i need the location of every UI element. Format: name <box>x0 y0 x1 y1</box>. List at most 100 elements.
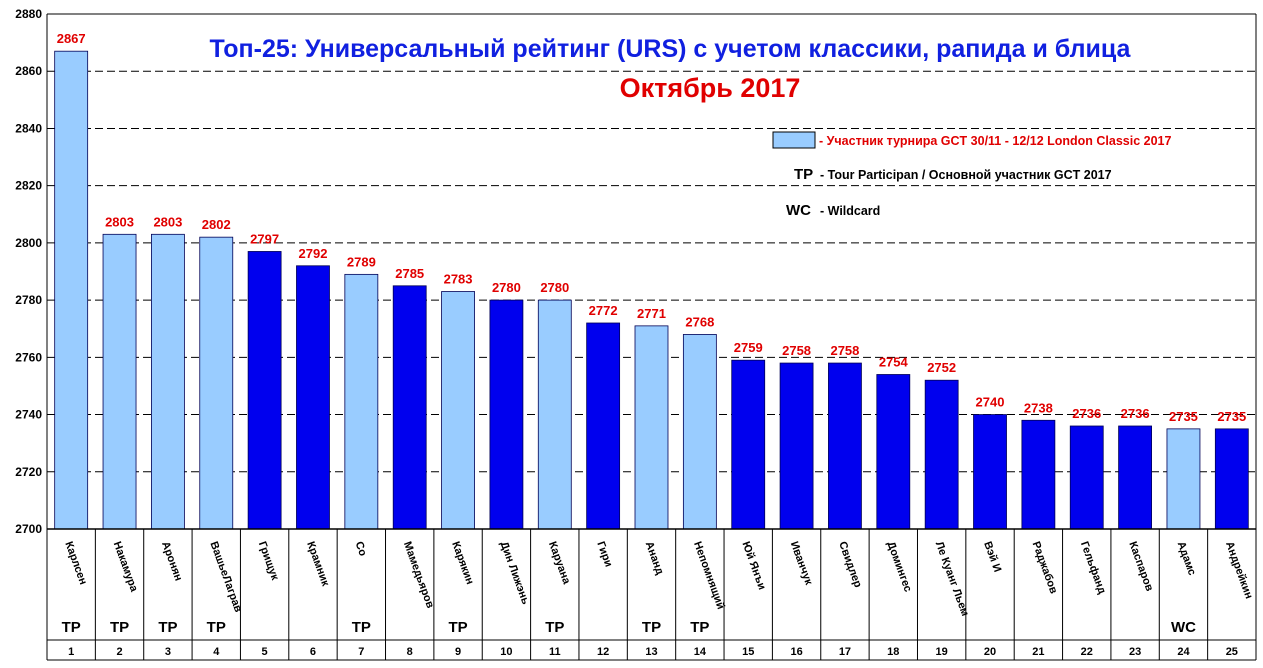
x-tick-label: Аронян <box>159 540 184 583</box>
bar <box>876 374 911 530</box>
bar <box>779 362 814 530</box>
rank-number: 16 <box>790 646 802 658</box>
rank-number: 15 <box>742 646 754 658</box>
rank-number: 18 <box>887 646 899 658</box>
value-label: 2768 <box>685 314 714 329</box>
x-tick-label: Юй Янъи <box>739 540 768 592</box>
bar <box>489 299 524 530</box>
x-tick-label: Накамура <box>111 540 141 594</box>
bar <box>682 334 717 530</box>
status-tag: TP <box>207 619 226 636</box>
x-tick-label: Карлсен <box>62 540 89 587</box>
rank-number: 20 <box>984 646 996 658</box>
rank-number: 5 <box>262 646 268 658</box>
y-tick-labels: 2700 2720 2740 2760 2780 2800 2820 2840 2860 2880 <box>15 7 42 536</box>
x-tick-label: Свидлер <box>836 540 864 590</box>
value-label: 2736 <box>1072 406 1101 421</box>
rank-number: 11 <box>549 646 561 658</box>
value-label: 2754 <box>879 355 909 370</box>
x-tick-label: Со <box>353 540 369 558</box>
value-label: 2780 <box>492 280 521 295</box>
rank-number: 7 <box>358 646 364 658</box>
rank-number: 2 <box>116 646 122 658</box>
value-label: 2803 <box>105 214 134 229</box>
value-label: 2867 <box>57 31 86 46</box>
x-tick-label: Гельфанд <box>1078 540 1108 596</box>
rank-number: 24 <box>1177 646 1190 658</box>
legend-wc-text: - Wildcard <box>820 204 880 218</box>
value-label: 2789 <box>347 254 376 269</box>
value-label: 2803 <box>153 214 182 229</box>
bar <box>1214 428 1249 530</box>
status-tag: TP <box>110 619 129 636</box>
x-tick-label: Непомнящий <box>691 540 727 611</box>
value-label: 2785 <box>395 266 424 281</box>
value-label: 2736 <box>1121 406 1150 421</box>
status-tag: TP <box>690 619 709 636</box>
status-tag: TP <box>62 619 81 636</box>
bar <box>828 362 862 530</box>
x-tick-label: Адамс <box>1175 540 1198 577</box>
rank-number: 10 <box>500 646 512 658</box>
value-label: 2771 <box>637 306 666 321</box>
legend: - Участник турнира GCT 30/11 - 12/12 Lon… <box>772 131 1172 219</box>
bar <box>537 299 572 530</box>
value-label: 2783 <box>444 272 473 287</box>
rank-number: 17 <box>839 646 851 658</box>
value-labels: 2867 2803 2803 2802 2797 2792 2789 2785 2783 2780… <box>57 31 1247 424</box>
bar <box>441 291 475 530</box>
value-label: 2740 <box>976 395 1005 410</box>
value-label: 2758 <box>782 343 811 358</box>
bar <box>1166 428 1201 530</box>
y-tick-label: 2760 <box>15 350 42 364</box>
rank-number: 9 <box>455 646 461 658</box>
status-tag: TP <box>642 619 661 636</box>
value-label: 2738 <box>1024 400 1053 415</box>
y-tick-label: 2820 <box>15 179 42 193</box>
status-tag: TP <box>448 619 467 636</box>
legend-london-label: - Участник турнира GCT 30/11 - 12/12 Lon… <box>819 134 1172 148</box>
value-label: 2759 <box>734 340 763 355</box>
value-label: 2792 <box>299 246 328 261</box>
chart-subtitle: Октябрь 2017 <box>620 73 801 103</box>
value-label: 2802 <box>202 217 231 232</box>
x-tick-label: Ле Куанг Льем <box>933 540 971 618</box>
bar <box>1118 425 1152 530</box>
bar <box>731 359 766 530</box>
legend-wc-key: WC <box>786 202 811 219</box>
status-tag: TP <box>352 619 371 636</box>
bar <box>1069 425 1104 530</box>
x-tick-label: Дин Лижэнь <box>498 540 532 606</box>
value-label: 2758 <box>830 343 859 358</box>
rank-number: 13 <box>645 646 657 658</box>
category-table: Карлсен TP 1 Накамура TP 2 Аронян TP 3 ВашьеЛагра… <box>62 529 1255 660</box>
x-tick-label: Каруана <box>546 540 573 587</box>
bar <box>102 233 137 530</box>
rank-number: 6 <box>310 646 316 658</box>
x-tick-label: Каспаров <box>1126 540 1155 593</box>
bar <box>392 285 427 530</box>
bar <box>1021 419 1056 530</box>
legend-tp-text: - Tour Participan / Основной участник GC… <box>820 168 1112 182</box>
x-tick-label: Ананд <box>643 540 666 576</box>
bar <box>150 233 185 530</box>
bars <box>54 50 1249 530</box>
y-tick-label: 2860 <box>15 64 42 78</box>
y-tick-label: 2880 <box>15 7 42 21</box>
rank-number: 1 <box>68 646 74 658</box>
y-tick-label: 2720 <box>15 465 42 479</box>
x-tick-label: Раджабов <box>1030 540 1060 596</box>
x-tick-label: Домингес <box>884 540 913 594</box>
value-label: 2797 <box>250 231 279 246</box>
x-tick-label: Крамник <box>304 540 331 588</box>
rank-number: 19 <box>936 646 948 658</box>
rank-number: 22 <box>1081 646 1093 658</box>
x-tick-label: Иванчук <box>788 540 815 587</box>
rank-number: 8 <box>407 646 413 658</box>
rank-number: 21 <box>1032 646 1044 658</box>
y-tick-label: 2780 <box>15 293 42 307</box>
value-label: 2780 <box>540 280 569 295</box>
bar <box>296 265 330 530</box>
bar <box>924 379 959 530</box>
y-tick-label: 2800 <box>15 236 42 250</box>
